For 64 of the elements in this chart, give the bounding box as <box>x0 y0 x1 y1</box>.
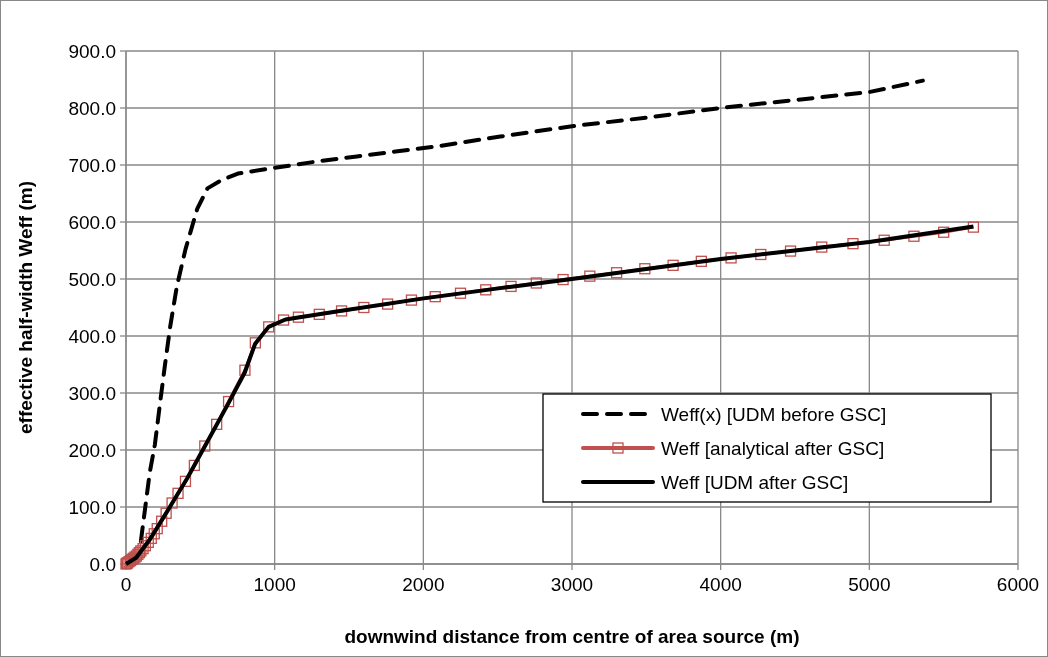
legend-label: Weff [UDM after GSC] <box>661 471 849 493</box>
x-tick-label: 5000 <box>848 574 891 595</box>
point <box>249 337 261 349</box>
x-tick-label: 2000 <box>402 574 445 595</box>
y-tick-label: 300.0 <box>68 382 116 404</box>
point <box>938 226 950 238</box>
point <box>313 308 325 320</box>
point <box>148 528 160 540</box>
point <box>755 248 767 261</box>
x-tick-label: 4000 <box>699 574 742 595</box>
point <box>725 252 737 264</box>
point <box>199 440 211 452</box>
point <box>610 267 623 279</box>
point <box>277 314 290 326</box>
point <box>179 475 192 487</box>
point <box>142 536 154 548</box>
point <box>454 287 467 299</box>
point <box>172 487 184 499</box>
point <box>263 321 275 333</box>
point <box>166 497 178 509</box>
y-tick-label: 200.0 <box>68 439 116 461</box>
x-tick-label: 1000 <box>253 574 296 595</box>
y-tick-label: 800.0 <box>68 97 116 119</box>
point <box>695 255 707 267</box>
x-tick-label: 0 <box>120 574 132 595</box>
y-tick-label: 100.0 <box>68 496 116 518</box>
y-tick-label: 500.0 <box>68 268 116 290</box>
point <box>967 221 980 233</box>
point <box>358 301 370 314</box>
point <box>429 291 441 303</box>
point <box>584 270 596 282</box>
point <box>667 259 679 271</box>
point <box>292 311 305 323</box>
point <box>188 459 201 472</box>
y-tick-label: 400.0 <box>68 325 116 347</box>
point <box>211 418 223 430</box>
point <box>784 245 797 257</box>
point <box>239 364 251 376</box>
point <box>145 532 157 544</box>
point <box>156 515 168 527</box>
x-axis-title: downwind distance from centre of area source (m) <box>344 626 800 647</box>
point <box>335 305 348 317</box>
y-tick-label: 600.0 <box>68 211 116 233</box>
legend-label: Weff(x) [UDM before GSC] <box>661 403 887 425</box>
x-tick-label: 6000 <box>996 574 1040 595</box>
point <box>908 230 920 242</box>
legend-label: Weff [analytical after GSC] <box>661 437 885 459</box>
point <box>878 234 890 246</box>
point <box>847 238 859 250</box>
y-axis-title: effective half-width Weff (m) <box>15 181 36 434</box>
point <box>505 280 517 293</box>
point <box>530 277 542 289</box>
point <box>222 395 235 408</box>
y-tick-label: 0.0 <box>89 553 116 575</box>
y-tick-label: 700.0 <box>68 154 116 176</box>
point <box>639 263 651 275</box>
point <box>816 241 828 253</box>
point <box>480 284 492 296</box>
y-tick-label: 900.0 <box>68 40 116 62</box>
point <box>160 507 172 519</box>
point <box>557 273 569 286</box>
x-tick-label: 3000 <box>550 574 594 595</box>
point <box>382 298 394 310</box>
point <box>405 294 418 306</box>
